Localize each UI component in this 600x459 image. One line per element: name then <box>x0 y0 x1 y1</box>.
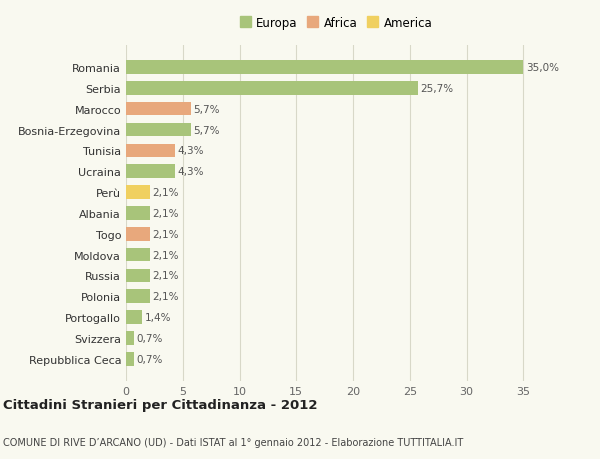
Text: 0,7%: 0,7% <box>137 354 163 364</box>
Text: 2,1%: 2,1% <box>152 250 179 260</box>
Bar <box>126 269 150 283</box>
Text: 5,7%: 5,7% <box>194 105 220 114</box>
Text: 35,0%: 35,0% <box>526 63 559 73</box>
Text: 0,7%: 0,7% <box>137 333 163 343</box>
Bar <box>126 207 150 220</box>
Bar <box>126 248 150 262</box>
Bar <box>126 331 134 345</box>
Text: 2,1%: 2,1% <box>152 271 179 281</box>
Text: Cittadini Stranieri per Cittadinanza - 2012: Cittadini Stranieri per Cittadinanza - 2… <box>3 398 317 412</box>
Text: 2,1%: 2,1% <box>152 208 179 218</box>
Bar <box>126 103 191 116</box>
Bar <box>126 61 523 75</box>
Bar <box>126 311 142 324</box>
Bar <box>126 82 418 95</box>
Text: COMUNE DI RIVE D’ARCANO (UD) - Dati ISTAT al 1° gennaio 2012 - Elaborazione TUTT: COMUNE DI RIVE D’ARCANO (UD) - Dati ISTA… <box>3 437 463 447</box>
Bar <box>126 290 150 303</box>
Bar <box>126 144 175 158</box>
Bar <box>126 165 175 179</box>
Text: 2,1%: 2,1% <box>152 188 179 198</box>
Bar <box>126 123 191 137</box>
Text: 4,3%: 4,3% <box>178 167 204 177</box>
Bar <box>126 228 150 241</box>
Text: 5,7%: 5,7% <box>194 125 220 135</box>
Text: 1,4%: 1,4% <box>145 313 171 322</box>
Text: 25,7%: 25,7% <box>421 84 454 94</box>
Legend: Europa, Africa, America: Europa, Africa, America <box>238 15 434 33</box>
Bar <box>126 352 134 366</box>
Bar <box>126 186 150 199</box>
Text: 2,1%: 2,1% <box>152 229 179 239</box>
Text: 2,1%: 2,1% <box>152 291 179 302</box>
Text: 4,3%: 4,3% <box>178 146 204 156</box>
